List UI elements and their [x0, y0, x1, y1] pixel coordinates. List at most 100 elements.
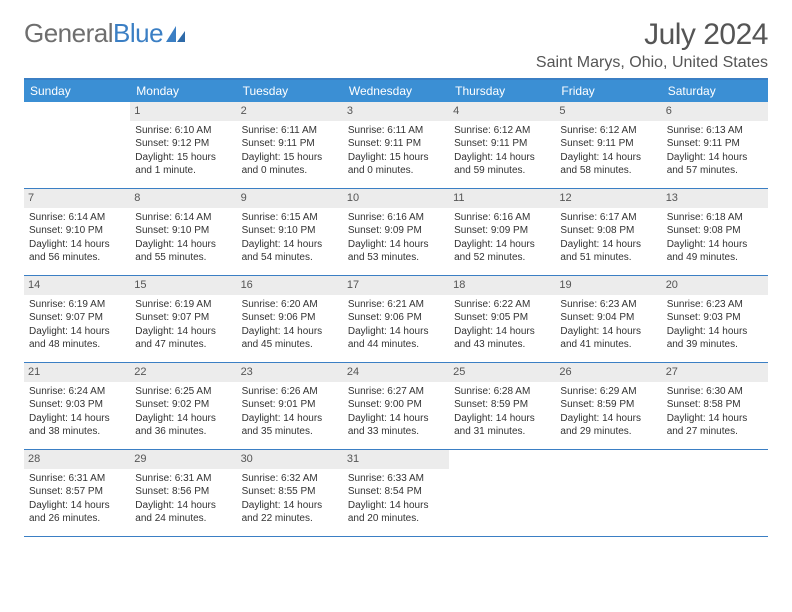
sunrise-line: Sunrise: 6:19 AM	[134, 298, 232, 312]
day-cell: 14Sunrise: 6:19 AMSunset: 9:07 PMDayligh…	[24, 276, 130, 362]
sunrise-line: Sunrise: 6:26 AM	[241, 385, 339, 399]
date-number: 17	[343, 276, 449, 295]
daylight-line2: and 38 minutes.	[28, 425, 126, 439]
week-row: 1Sunrise: 6:10 AMSunset: 9:12 PMDaylight…	[24, 102, 768, 189]
sunset-line: Sunset: 9:07 PM	[28, 311, 126, 325]
daylight-line2: and 29 minutes.	[559, 425, 657, 439]
daylight-line2: and 59 minutes.	[453, 164, 551, 178]
sunset-line: Sunset: 9:11 PM	[453, 137, 551, 151]
date-number: 24	[343, 363, 449, 382]
day-cell: 19Sunrise: 6:23 AMSunset: 9:04 PMDayligh…	[555, 276, 661, 362]
day-cell: 23Sunrise: 6:26 AMSunset: 9:01 PMDayligh…	[237, 363, 343, 449]
sunrise-line: Sunrise: 6:17 AM	[559, 211, 657, 225]
daylight-line2: and 41 minutes.	[559, 338, 657, 352]
daylight-line1: Daylight: 14 hours	[134, 412, 232, 426]
daylight-line2: and 48 minutes.	[28, 338, 126, 352]
day-header-mon: Monday	[130, 80, 236, 102]
daylight-line1: Daylight: 14 hours	[241, 325, 339, 339]
day-header-row: Sunday Monday Tuesday Wednesday Thursday…	[24, 80, 768, 102]
day-cell: 28Sunrise: 6:31 AMSunset: 8:57 PMDayligh…	[24, 450, 130, 536]
week-row: 28Sunrise: 6:31 AMSunset: 8:57 PMDayligh…	[24, 450, 768, 537]
sunset-line: Sunset: 8:55 PM	[241, 485, 339, 499]
day-cell	[555, 450, 661, 536]
date-number: 5	[555, 102, 661, 121]
daylight-line1: Daylight: 14 hours	[453, 412, 551, 426]
daylight-line2: and 26 minutes.	[28, 512, 126, 526]
daylight-line1: Daylight: 14 hours	[666, 238, 764, 252]
date-number: 28	[24, 450, 130, 469]
date-number: 27	[662, 363, 768, 382]
day-cell: 13Sunrise: 6:18 AMSunset: 9:08 PMDayligh…	[662, 189, 768, 275]
daylight-line2: and 0 minutes.	[347, 164, 445, 178]
day-cell: 10Sunrise: 6:16 AMSunset: 9:09 PMDayligh…	[343, 189, 449, 275]
week-row: 14 Sunrise: 6:19 AM Sunset: 9:07 PM Dayligh…	[24, 276, 768, 363]
day-cell	[449, 450, 555, 536]
sunrise-line: Sunrise: 6:21 AM	[347, 298, 445, 312]
logo: GeneralBlue	[24, 18, 187, 49]
sunrise-line: Sunrise: 6:11 AM	[241, 124, 339, 138]
daylight-line1: Daylight: 14 hours	[666, 325, 764, 339]
daylight-line2: and 27 minutes.	[666, 425, 764, 439]
daylight-line1: Daylight: 14 hours	[241, 499, 339, 513]
daylight-line1: Daylight: 14 hours	[28, 238, 126, 252]
date-number: 6	[662, 102, 768, 121]
date-number: 15	[130, 276, 236, 295]
calendar-grid: Sunday Monday Tuesday Wednesday Thursday…	[24, 78, 768, 537]
date-number: 9	[237, 189, 343, 208]
day-cell: 6Sunrise: 6:13 AMSunset: 9:11 PMDaylight…	[662, 102, 768, 188]
day-header-sun: Sunday	[24, 80, 130, 102]
daylight-line2: and 49 minutes.	[666, 251, 764, 265]
date-number: 10	[343, 189, 449, 208]
day-header-sat: Saturday	[662, 80, 768, 102]
daylight-line1: Daylight: 14 hours	[134, 238, 232, 252]
sunrise-line: Sunrise: 6:29 AM	[559, 385, 657, 399]
sunset-line: Sunset: 9:05 PM	[453, 311, 551, 325]
daylight-line2: and 57 minutes.	[666, 164, 764, 178]
sunset-line: Sunset: 9:01 PM	[241, 398, 339, 412]
daylight-line2: and 43 minutes.	[453, 338, 551, 352]
sunset-line: Sunset: 9:10 PM	[28, 224, 126, 238]
sunset-line: Sunset: 8:59 PM	[559, 398, 657, 412]
week-row: 7Sunrise: 6:14 AMSunset: 9:10 PMDaylight…	[24, 189, 768, 276]
logo-text-gray: General	[24, 18, 113, 49]
daylight-line1: Daylight: 15 hours	[134, 151, 232, 165]
header: GeneralBlue July 2024 Saint Marys, Ohio,…	[24, 18, 768, 72]
sunrise-line: Sunrise: 6:14 AM	[28, 211, 126, 225]
daylight-line1: Daylight: 14 hours	[559, 325, 657, 339]
date-number: 22	[130, 363, 236, 382]
date-number: 31	[343, 450, 449, 469]
day-cell: 4Sunrise: 6:12 AMSunset: 9:11 PMDaylight…	[449, 102, 555, 188]
day-cell: 22Sunrise: 6:25 AMSunset: 9:02 PMDayligh…	[130, 363, 236, 449]
date-number: 14	[24, 276, 130, 295]
date-number: 19	[555, 276, 661, 295]
day-cell: 5Sunrise: 6:12 AMSunset: 9:11 PMDaylight…	[555, 102, 661, 188]
date-number: 11	[449, 189, 555, 208]
sunset-line: Sunset: 9:00 PM	[347, 398, 445, 412]
day-cell: 2Sunrise: 6:11 AMSunset: 9:11 PMDaylight…	[237, 102, 343, 188]
sunset-line: Sunset: 9:11 PM	[666, 137, 764, 151]
day-cell: 15Sunrise: 6:19 AMSunset: 9:07 PMDayligh…	[130, 276, 236, 362]
date-number: 23	[237, 363, 343, 382]
date-number: 3	[343, 102, 449, 121]
daylight-line1: Daylight: 14 hours	[347, 499, 445, 513]
day-cell: 21Sunrise: 6:24 AMSunset: 9:03 PMDayligh…	[24, 363, 130, 449]
sunrise-line: Sunrise: 6:28 AM	[453, 385, 551, 399]
sunrise-line: Sunrise: 6:23 AM	[559, 298, 657, 312]
calendar-page: GeneralBlue July 2024 Saint Marys, Ohio,…	[0, 0, 792, 555]
date-number: 7	[24, 189, 130, 208]
month-title: July 2024	[536, 18, 768, 52]
daylight-line2: and 31 minutes.	[453, 425, 551, 439]
weeks-container: 1Sunrise: 6:10 AMSunset: 9:12 PMDaylight…	[24, 102, 768, 537]
day-cell: 8Sunrise: 6:14 AMSunset: 9:10 PMDaylight…	[130, 189, 236, 275]
daylight-line2: and 1 minute.	[134, 164, 232, 178]
sunset-line: Sunset: 8:59 PM	[453, 398, 551, 412]
daylight-line2: and 20 minutes.	[347, 512, 445, 526]
sunset-line: Sunset: 9:08 PM	[559, 224, 657, 238]
daylight-line1: Daylight: 14 hours	[347, 412, 445, 426]
logo-text-blue: Blue	[113, 18, 163, 49]
date-number: 8	[130, 189, 236, 208]
daylight-line1: Daylight: 14 hours	[134, 325, 232, 339]
day-header-wed: Wednesday	[343, 80, 449, 102]
sunrise-line: Sunrise: 6:30 AM	[666, 385, 764, 399]
daylight-line2: and 24 minutes.	[134, 512, 232, 526]
